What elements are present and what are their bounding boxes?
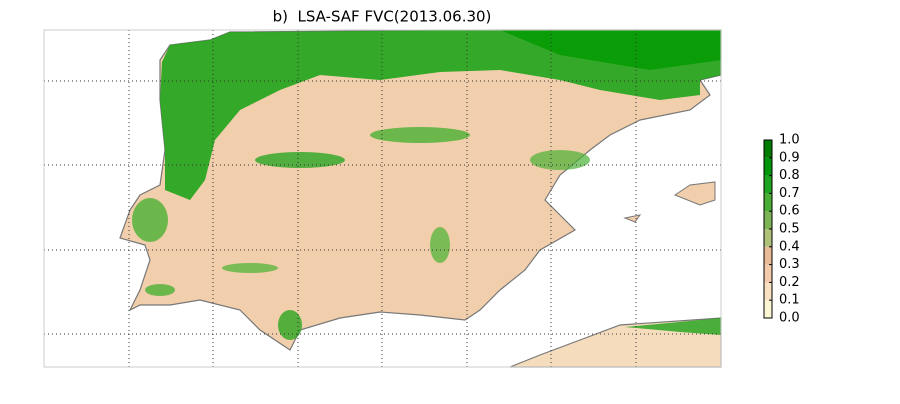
colorbar-tick-label: 0.6 — [779, 204, 800, 219]
colorbar-tick-label: 0.8 — [779, 168, 800, 183]
vegetation-patch — [430, 227, 450, 263]
colorbar-tick-label: 0.2 — [779, 275, 800, 290]
colorbar-segment — [764, 246, 772, 265]
vegetation-patch — [370, 127, 470, 143]
island — [623, 214, 642, 223]
map — [43, 29, 722, 368]
africa-vegetation — [625, 318, 721, 335]
colorbar: 0.0 0.1 0.2 0.3 0.4 0.5 0.6 0.7 0.8 0.9 1.0 — [763, 133, 800, 326]
vegetation-patch — [145, 284, 175, 296]
vegetation-patch — [222, 263, 278, 273]
colorbar-segment — [764, 211, 772, 229]
northern-vegetation — [160, 30, 721, 200]
balearic-islands — [673, 181, 716, 206]
colorbar-segment — [764, 282, 772, 301]
colorbar-segment — [764, 157, 772, 176]
vegetation-patch — [530, 150, 590, 170]
graticule — [44, 30, 721, 367]
colorbar-segment — [764, 300, 772, 318]
map-title: b) LSA-SAF FVC(2013.06.30) — [273, 8, 492, 26]
colorbar-segment — [764, 140, 772, 158]
colorbar-tick-label: 0.3 — [779, 257, 800, 272]
colorbar-segment — [764, 175, 772, 194]
vegetation-patch — [132, 198, 168, 242]
colorbar-tick-label: 0.5 — [779, 222, 800, 237]
colorbar-tick-label: 0.0 — [779, 311, 800, 326]
colorbar-tick-label: 0.1 — [779, 293, 800, 308]
colorbar-segment — [764, 229, 772, 247]
colorbar-tick-label: 0.4 — [779, 239, 800, 254]
colorbar-tick-label: 1.0 — [779, 133, 800, 148]
colorbar-segment — [764, 193, 772, 212]
colorbar-tick-label: 0.9 — [779, 150, 800, 165]
colorbar-tick-label: 0.7 — [779, 186, 800, 201]
northeast-vegetation — [500, 30, 721, 70]
map-frame — [43, 29, 722, 368]
colorbar-segment — [764, 264, 772, 283]
vegetation-patch — [255, 152, 345, 168]
vegetation-patch — [278, 310, 302, 340]
